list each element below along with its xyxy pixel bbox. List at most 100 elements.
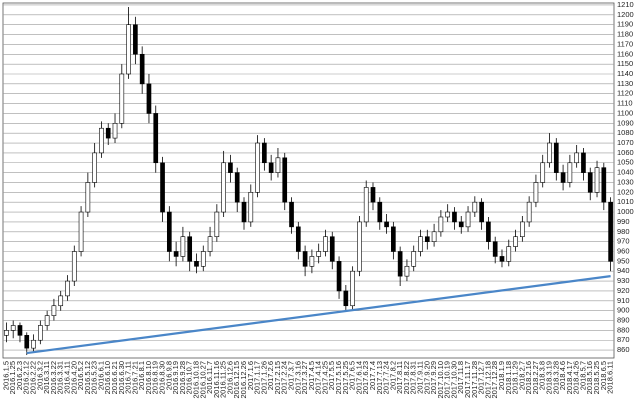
candle-body	[146, 83, 152, 114]
candle-body	[336, 261, 342, 292]
y-tick-label: 1010	[617, 197, 634, 206]
candle-body	[133, 24, 138, 55]
x-tick-label: 2018.2.27	[531, 361, 540, 394]
x-tick-label: 2016.1.25	[8, 361, 17, 394]
x-tick-label: 2016.7.21	[130, 361, 139, 394]
y-tick-label: 1030	[617, 177, 634, 186]
candle-body	[71, 251, 77, 282]
candle-body	[51, 305, 57, 316]
candle-body	[153, 113, 159, 164]
x-tick-label: 2017.7.4	[368, 361, 377, 390]
x-tick-label: 2017.2.15	[273, 361, 282, 394]
y-tick-label: 1060	[617, 148, 634, 157]
candle-body	[248, 192, 254, 223]
y-tick-label: 1160	[617, 49, 633, 58]
y-tick-label: 990	[617, 217, 630, 226]
x-tick-label: 2016.7.11	[124, 361, 133, 394]
candle-body	[58, 295, 64, 307]
candle-body	[329, 236, 335, 262]
y-tick-label: 1130	[617, 79, 633, 88]
x-tick-label: 2017.8.2	[388, 361, 397, 390]
x-tick-label: 2016.5.2	[76, 361, 85, 390]
y-tick-label: 870	[617, 335, 630, 344]
x-tick-label: 2016.10.27	[198, 361, 207, 399]
candle-body	[207, 236, 213, 252]
candle-body	[533, 182, 539, 203]
candle-body	[295, 226, 301, 252]
y-tick-label: 1110	[617, 99, 633, 108]
plot-frame	[2, 2, 615, 359]
candle-body	[431, 231, 437, 242]
candle-body	[438, 216, 444, 233]
x-tick-label: 2016.8.1	[137, 361, 146, 390]
x-tick-label: 2018.2.16	[524, 361, 533, 394]
x-tick-label: 2016.5.12	[83, 361, 92, 394]
x-tick-label: 2017.3.7	[287, 361, 296, 390]
candle-body	[214, 211, 220, 238]
candle-body	[10, 325, 16, 331]
x-tick-label: 2016.12.15	[232, 361, 241, 399]
candle-body	[173, 251, 179, 257]
candle-body	[228, 162, 233, 173]
x-tick-label: 2017.7.24	[382, 361, 391, 394]
candle-body	[309, 256, 315, 267]
x-tick-label: 2016.12.6	[225, 361, 234, 394]
candle-body	[499, 256, 505, 262]
candle-body	[458, 221, 464, 228]
candle-body	[465, 211, 471, 228]
x-tick-label: 2017.3.27	[300, 361, 309, 394]
candle-body	[540, 162, 546, 183]
candle-body	[78, 211, 84, 252]
x-tick-label: 2017.2.6	[266, 361, 275, 390]
candle-body	[560, 172, 566, 183]
candle-body	[384, 221, 389, 228]
candle-body	[38, 325, 43, 341]
x-tick-label: 2016.2.22	[29, 361, 38, 394]
y-tick-label: 1200	[617, 10, 634, 19]
candle-body	[92, 152, 97, 183]
candle-body	[126, 24, 131, 75]
x-tick-label: 2017.1.26	[259, 361, 268, 394]
candle-body	[4, 330, 9, 336]
x-tick-label: 2018.3.28	[551, 361, 560, 394]
candle-body	[323, 236, 328, 252]
x-tick-label: 2017.6.23	[361, 361, 370, 394]
x-tick-label: 2016.10.18	[191, 361, 200, 399]
x-tick-label: 2016.3.31	[56, 361, 65, 394]
candle-body	[601, 167, 607, 203]
y-tick-label: 910	[617, 296, 630, 305]
candle-body	[166, 211, 172, 252]
trend-line	[26, 275, 611, 355]
x-tick-label: 2017.2.24	[280, 361, 289, 394]
y-tick-label: 1090	[617, 118, 634, 127]
candle-body	[65, 280, 70, 297]
x-tick-label: 2017.7.13	[375, 361, 384, 394]
y-tick-label: 940	[617, 266, 630, 275]
candle-body	[594, 167, 600, 193]
x-tick-label: 2017.5.25	[341, 361, 350, 394]
y-tick-label: 1020	[617, 187, 634, 196]
x-tick-label: 2016.12.26	[239, 361, 248, 399]
y-tick-label: 930	[617, 276, 630, 285]
x-tick-label: 2017.4.5	[307, 361, 316, 390]
candle-body	[486, 221, 491, 242]
x-tick-label: 2016.10.7	[185, 361, 194, 394]
x-tick-label: 2016.11.7	[205, 361, 214, 394]
y-tick-label: 970	[617, 237, 630, 246]
x-tick-label: 2018.1.29	[511, 361, 520, 394]
y-tick-label: 1210	[617, 0, 634, 9]
candle-body	[424, 236, 430, 242]
candle-body	[275, 157, 281, 173]
x-tick-label: 2016.3.2	[35, 361, 44, 390]
x-tick-label: 2016.5.23	[90, 361, 99, 394]
x-tick-label: 2017.5.5	[327, 361, 336, 390]
candle-body	[194, 261, 199, 267]
candle-body	[255, 142, 260, 193]
x-tick-label: 2017.10.30	[449, 361, 458, 399]
y-tick-label: 1150	[617, 59, 633, 68]
candle-body	[357, 221, 362, 272]
y-tick-label: 1170	[617, 39, 633, 48]
candle-body	[139, 53, 145, 85]
x-tick-label: 2016.2.12	[22, 361, 31, 394]
candle-body	[221, 162, 226, 213]
